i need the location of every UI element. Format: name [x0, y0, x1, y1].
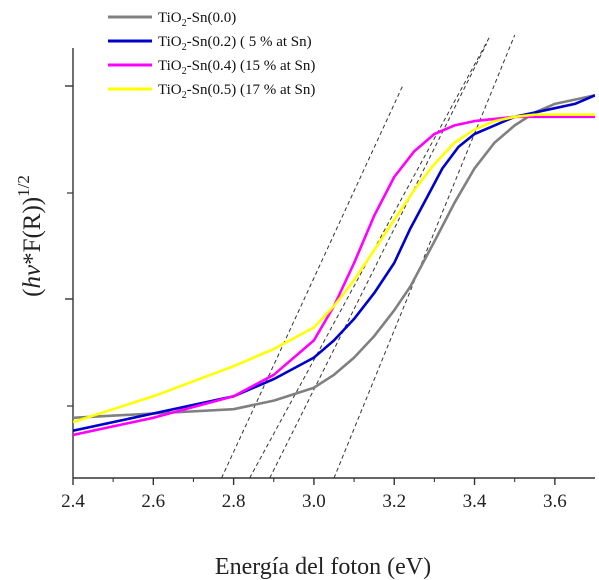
series-lines [73, 94, 595, 437]
series-line [73, 94, 595, 432]
legend-label: TiO2-Sn(0.2) ( 5 % at Sn) [158, 34, 312, 53]
legend-label: TiO2-Sn(0.0) [158, 10, 236, 29]
x-axis-label: Energía del foton (eV) [215, 554, 431, 580]
tangent-lines [221, 34, 516, 478]
legend-label: TiO2-Sn(0.4) (15 % at Sn) [158, 58, 315, 77]
series-line [73, 113, 595, 424]
y-tick-marks [65, 85, 73, 407]
x-ticks: 2.4 2.6 2.8 3.0 3.2 3.4 3.6 [61, 478, 567, 512]
x-tick-label: 2.4 [61, 491, 85, 512]
x-tick-label: 3.4 [463, 491, 487, 512]
series-line [73, 94, 595, 420]
series-line [73, 115, 595, 437]
tangent-line [333, 34, 516, 478]
x-tick-label: 2.6 [141, 491, 165, 512]
tangent-line [269, 43, 488, 478]
y-axis-label: (hν*F(R))1/2 [14, 175, 46, 297]
tangent-line [221, 86, 403, 478]
legend: TiO2-Sn(0.0) TiO2-Sn(0.2) ( 5 % at Sn) TiO… [108, 10, 315, 101]
x-tick-label: 2.8 [222, 491, 246, 512]
x-tick-label: 3.2 [382, 491, 406, 512]
legend-label: TiO2-Sn(0.5) (17 % at Sn) [158, 82, 315, 101]
x-tick-label: 3.0 [302, 491, 326, 512]
x-tick-label: 3.6 [543, 491, 567, 512]
